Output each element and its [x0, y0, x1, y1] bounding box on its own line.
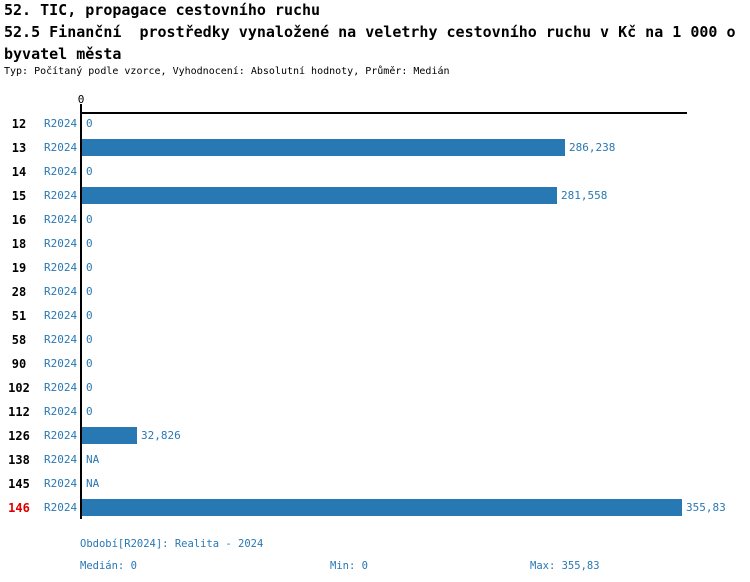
- row-value-label: 0: [86, 213, 93, 226]
- chart-title-line1: 52. TIC, propagace cestovního ruchu: [4, 1, 321, 19]
- chart-row: 102 R2024 0: [0, 376, 750, 400]
- chart-row: 28 R2024 0: [0, 280, 750, 304]
- row-bar: [82, 139, 565, 156]
- row-value-label: 0: [86, 381, 93, 394]
- chart-row: 58 R2024 0: [0, 328, 750, 352]
- row-value-label: 0: [86, 405, 93, 418]
- chart-row: 12 R2024 0: [0, 112, 750, 136]
- row-value-label: 281,558: [561, 189, 608, 202]
- row-category-label: 15: [11, 189, 27, 203]
- x-axis-line: [80, 112, 687, 114]
- footer-median: Medián: 0: [80, 560, 137, 572]
- chart-row: 19 R2024 0: [0, 256, 750, 280]
- chart-row: 51 R2024 0: [0, 304, 750, 328]
- row-period-label: R2024: [44, 189, 78, 202]
- row-category-label: 126: [8, 429, 30, 443]
- row-value-label: 0: [86, 165, 93, 178]
- chart-row: 145 R2024 NA: [0, 472, 750, 496]
- row-bar: [82, 499, 682, 516]
- row-value-label: 286,238: [569, 141, 616, 154]
- row-category-label: 112: [8, 405, 30, 419]
- footer-period: Období[R2024]: Realita - 2024: [80, 538, 264, 550]
- x-axis-zero-tick-label: 0: [77, 93, 85, 106]
- row-period-label: R2024: [44, 237, 78, 250]
- footer-min: Min: 0: [330, 560, 368, 572]
- row-value-label: 0: [86, 117, 93, 130]
- row-category-label: 18: [11, 237, 27, 251]
- row-period-label: R2024: [44, 357, 78, 370]
- row-period-label: R2024: [44, 501, 78, 514]
- chart-row: 146 R2024 355,83: [0, 496, 750, 520]
- row-category-label: 138: [8, 453, 30, 467]
- chart-title-line2: 52.5 Finanční prostředky vynaložené na v…: [4, 23, 736, 41]
- row-period-label: R2024: [44, 261, 78, 274]
- row-period-label: R2024: [44, 429, 78, 442]
- row-value-label: 355,83: [686, 501, 726, 514]
- row-period-label: R2024: [44, 117, 78, 130]
- row-period-label: R2024: [44, 309, 78, 322]
- row-period-label: R2024: [44, 453, 78, 466]
- row-period-label: R2024: [44, 141, 78, 154]
- chart-row: 90 R2024 0: [0, 352, 750, 376]
- chart-row: 112 R2024 0: [0, 400, 750, 424]
- row-category-label: 12: [11, 117, 27, 131]
- chart-row: 15 R2024 281,558: [0, 184, 750, 208]
- chart-meta: Typ: Počítaný podle vzorce, Vyhodnocení:…: [4, 66, 450, 77]
- row-period-label: R2024: [44, 213, 78, 226]
- row-value-label: NA: [86, 453, 100, 466]
- chart-row: 14 R2024 0: [0, 160, 750, 184]
- row-value-label: 0: [86, 333, 93, 346]
- row-category-label: 13: [11, 141, 27, 155]
- chart-row: 138 R2024 NA: [0, 448, 750, 472]
- chart-row: 16 R2024 0: [0, 208, 750, 232]
- row-category-label: 58: [11, 333, 27, 347]
- row-period-label: R2024: [44, 285, 78, 298]
- row-value-label: 32,826: [141, 429, 181, 442]
- chart-row: 126 R2024 32,826: [0, 424, 750, 448]
- row-value-label: NA: [86, 477, 100, 490]
- chart-title-line3: byvatel města: [4, 45, 122, 63]
- row-period-label: R2024: [44, 405, 78, 418]
- row-category-label: 19: [11, 261, 27, 275]
- row-value-label: 0: [86, 237, 93, 250]
- chart-row: 13 R2024 286,238: [0, 136, 750, 160]
- row-value-label: 0: [86, 357, 93, 370]
- row-period-label: R2024: [44, 333, 78, 346]
- row-value-label: 0: [86, 309, 93, 322]
- row-category-label: 16: [11, 213, 27, 227]
- row-period-label: R2024: [44, 477, 78, 490]
- chart-row: 18 R2024 0: [0, 232, 750, 256]
- row-bar: [82, 427, 137, 444]
- row-value-label: 0: [86, 261, 93, 274]
- footer-max: Max: 355,83: [530, 560, 600, 572]
- row-category-label: 146: [8, 501, 30, 515]
- row-period-label: R2024: [44, 165, 78, 178]
- row-category-label: 145: [8, 477, 30, 491]
- row-bar: [82, 187, 557, 204]
- row-category-label: 51: [11, 309, 27, 323]
- row-category-label: 28: [11, 285, 27, 299]
- row-category-label: 102: [8, 381, 30, 395]
- row-category-label: 90: [11, 357, 27, 371]
- y-axis-line: [80, 104, 82, 519]
- row-category-label: 14: [11, 165, 27, 179]
- row-value-label: 0: [86, 285, 93, 298]
- row-period-label: R2024: [44, 381, 78, 394]
